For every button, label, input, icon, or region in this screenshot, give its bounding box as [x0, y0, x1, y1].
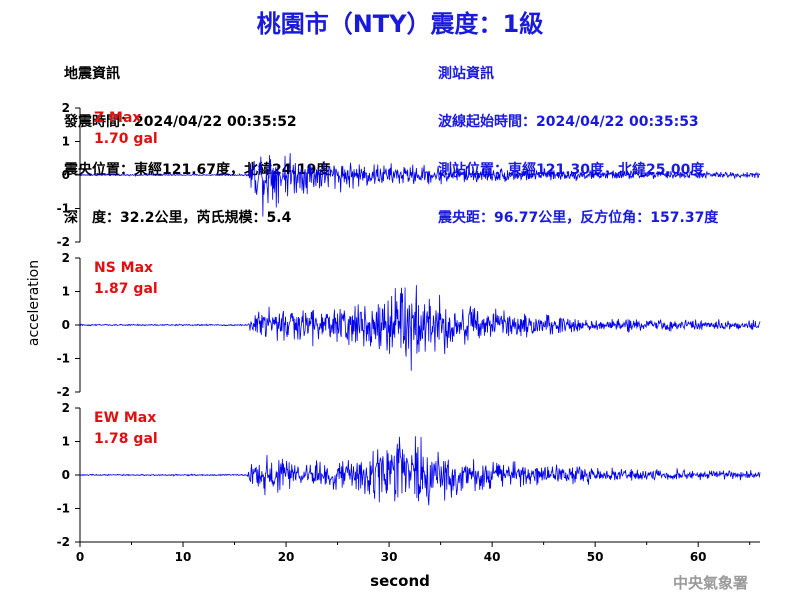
y-tick-label: 2	[62, 101, 70, 115]
y-tick-label: 0	[62, 318, 70, 332]
y-tick-label: 1	[62, 435, 70, 449]
station-info: 測站資訊 波線起始時間：2024/04/22 00:35:53 測站位置：東經1…	[438, 34, 718, 242]
waveform-trace-ns	[79, 285, 761, 371]
arrival-time: 波線起始時間：2024/04/22 00:35:53	[438, 114, 699, 130]
page-title: 桃園市（NTY）震度：1級	[256, 10, 544, 38]
quake-info: 地震資訊 發震時間：2024/04/22 00:35:52 震央位置：東經121…	[64, 34, 330, 242]
x-tick-label: 30	[381, 550, 398, 564]
origin-time: 發震時間：2024/04/22 00:35:52	[64, 114, 297, 130]
y-tick-label: -1	[57, 352, 70, 366]
x-axis-label: second	[370, 572, 430, 590]
waveform-trace-ew	[79, 436, 761, 506]
waveform-trace-z	[79, 153, 761, 217]
panel-ns: 2 1 0 -1 -2 NS Max 1.87 gal	[57, 251, 761, 399]
max-value: 1.70 gal	[94, 131, 158, 147]
y-tick-label: 2	[62, 401, 70, 415]
max-value: 1.78 gal	[94, 431, 158, 447]
y-tick-label: 0	[62, 468, 70, 482]
y-tick-label: -2	[57, 385, 70, 399]
max-label: EW Max	[94, 410, 156, 426]
panel-z: 2 1 0 -1 -2 Z Max 1.70 gal	[57, 101, 761, 249]
x-tick-label: 20	[278, 550, 295, 564]
max-label: NS Max	[94, 260, 153, 276]
panel-ew: 2 1 0 -1 -2 EW Max 1.78 gal	[57, 401, 761, 549]
y-tick-label: -1	[57, 202, 70, 216]
depth-magnitude: 深 度：32.2公里，芮氏規模：5.4	[64, 210, 292, 226]
x-tick-label: 40	[484, 550, 501, 564]
x-tick-label: 0	[76, 550, 84, 564]
x-tick-label: 10	[175, 550, 192, 564]
agency-watermark: 中央氣象署	[672, 574, 748, 592]
y-axis-label: acceleration	[26, 260, 42, 346]
distance-azimuth: 震央距：96.77公里，反方位角：157.37度	[438, 210, 719, 226]
y-tick-label: -2	[57, 535, 70, 549]
y-tick-label: 1	[62, 285, 70, 299]
y-tick-label: -2	[57, 235, 70, 249]
y-tick-label: -1	[57, 502, 70, 516]
quake-info-heading: 地震資訊	[64, 66, 120, 82]
x-tick-label: 60	[690, 550, 707, 564]
station-info-heading: 測站資訊	[438, 66, 494, 82]
max-value: 1.87 gal	[94, 281, 158, 297]
epicenter: 震央位置：東經121.67度，北緯24.19度	[64, 162, 331, 178]
y-tick-label: 2	[62, 251, 70, 265]
x-tick-label: 50	[587, 550, 604, 564]
y-tick-label: 1	[62, 135, 70, 149]
max-label: Z Max	[94, 110, 141, 126]
y-tick-label: 0	[62, 168, 70, 182]
